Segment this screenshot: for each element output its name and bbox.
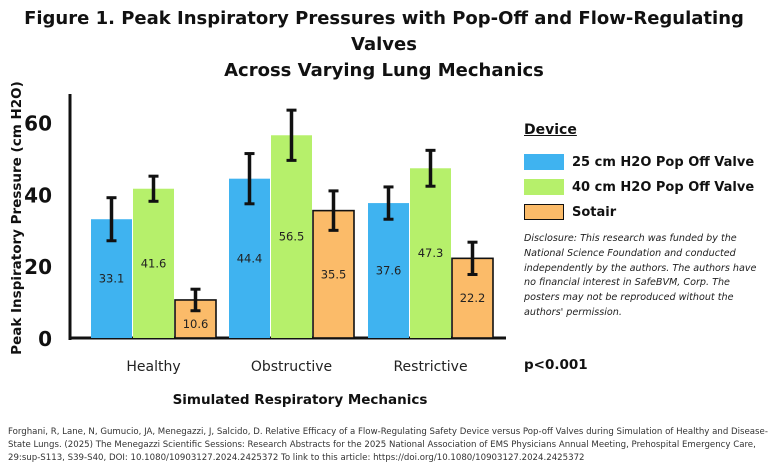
data-label: 33.1 (99, 272, 125, 286)
y-tick-label: 20 (24, 255, 52, 279)
data-label: 10.6 (183, 317, 209, 331)
legend-swatch-25 (524, 154, 564, 170)
disclosure-text: Disclosure: This research was funded by … (524, 233, 757, 318)
legend-title: Device (524, 122, 577, 138)
legend-swatch-40 (524, 179, 564, 195)
y-tick-label: 60 (24, 112, 52, 136)
bar (271, 135, 312, 338)
bar (410, 168, 451, 338)
legend-item-sotair: Sotair (524, 203, 754, 221)
p-value: p<0.001 (524, 357, 588, 373)
data-label: 56.5 (279, 230, 305, 244)
data-label: 37.6 (376, 264, 402, 278)
data-label: 44.4 (237, 251, 263, 265)
x-tick-label: Obstructive (251, 359, 332, 375)
figure-title-line2: Across Varying Lung Mechanics (224, 60, 544, 81)
citation-text: Forghani, R, Lane, N, Gumucio, JA, Meneg… (8, 427, 768, 463)
x-tick-label: Restrictive (393, 359, 467, 375)
legend-item-40: 40 cm H2O Pop Off Valve (524, 178, 754, 196)
data-label: 22.2 (460, 291, 486, 305)
y-axis-title: Peak Inspiratory Pressure (cm H2O) (9, 81, 25, 355)
legend-label-25: 25 cm H2O Pop Off Valve (572, 154, 755, 170)
data-label: 41.6 (141, 256, 167, 270)
legend-swatch-sotair (524, 204, 564, 220)
legend-label-40: 40 cm H2O Pop Off Valve (572, 179, 755, 195)
legend-label-sotair: Sotair (572, 204, 617, 220)
y-tick-label: 0 (38, 327, 52, 351)
y-tick-label: 40 (24, 183, 52, 207)
data-label: 35.5 (321, 267, 347, 281)
bar (133, 188, 174, 338)
legend: 25 cm H2O Pop Off Valve 40 cm H2O Pop Of… (524, 153, 754, 228)
x-tick-label: Healthy (126, 359, 180, 375)
x-axis-title: Simulated Respiratory Mechanics (172, 392, 428, 408)
figure-title: Figure 1. Peak Inspiratory Pressures wit… (0, 6, 768, 84)
legend-item-25: 25 cm H2O Pop Off Valve (524, 153, 754, 171)
figure-title-line1: Figure 1. Peak Inspiratory Pressures wit… (24, 8, 744, 55)
data-label: 47.3 (418, 246, 444, 260)
bar (368, 203, 409, 338)
